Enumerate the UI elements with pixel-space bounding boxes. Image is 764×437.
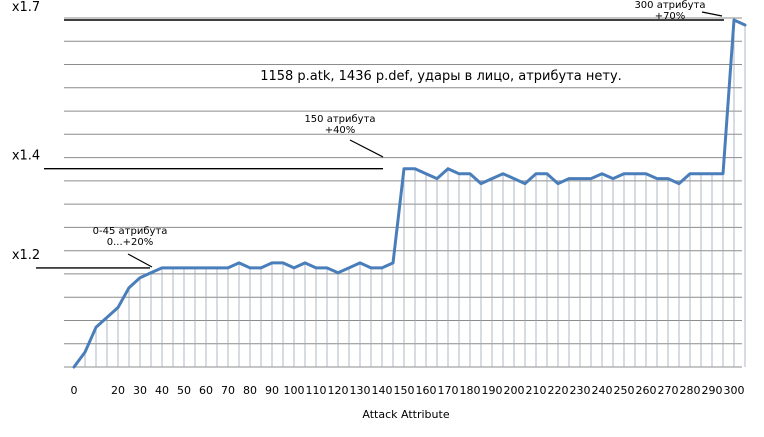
chart-grid bbox=[64, 17, 742, 368]
x-tick-label: 50 bbox=[177, 384, 191, 397]
x-tick-label: 70 bbox=[221, 384, 235, 397]
x-tick-label: 30 bbox=[133, 384, 147, 397]
series-line bbox=[72, 18, 747, 369]
x-tick-label: 100 bbox=[284, 384, 305, 397]
x-tick-label: 190 bbox=[482, 384, 503, 397]
x-tick-label: 0 bbox=[71, 384, 78, 397]
x-tick-label: 270 bbox=[658, 384, 679, 397]
x-tick-label: 200 bbox=[504, 384, 525, 397]
x-tick-label: 60 bbox=[199, 384, 213, 397]
x-tick-label: 140 bbox=[372, 384, 393, 397]
chart-title: 1158 p.atk, 1436 p.def, удары в лицо, ат… bbox=[260, 69, 622, 84]
x-tick-label: 160 bbox=[416, 384, 437, 397]
x-tick-label: 260 bbox=[636, 384, 657, 397]
annotation-text: +40% bbox=[325, 125, 356, 136]
annotation-text: +70% bbox=[655, 11, 686, 22]
x-tick-label: 150 bbox=[394, 384, 415, 397]
x-tick-label: 170 bbox=[438, 384, 459, 397]
annotation-text: 0-45 атрибута bbox=[93, 226, 168, 237]
annotation-leader bbox=[701, 11, 723, 17]
x-tick-label: 80 bbox=[243, 384, 257, 397]
annotation-leader bbox=[349, 139, 384, 158]
annotation-leader bbox=[127, 253, 153, 268]
marker-label: x1.4 bbox=[12, 149, 40, 164]
x-tick-label: 280 bbox=[680, 384, 701, 397]
annotation-text: 0...+20% bbox=[107, 237, 154, 248]
x-tick-label: 210 bbox=[526, 384, 547, 397]
x-tick-label: 300 bbox=[724, 384, 745, 397]
x-tick-label: 120 bbox=[328, 384, 349, 397]
annotation-text: 300 атрибута bbox=[634, 0, 705, 11]
annotation-text: 150 атрибута bbox=[304, 114, 375, 125]
x-tick-labels: 0 20 30 40 50 60 70 80 90 100 110 120 130 140 150 160 17… bbox=[71, 384, 745, 397]
marker-label: x1.2 bbox=[12, 248, 40, 263]
x-tick-label: 90 bbox=[265, 384, 279, 397]
x-tick-label: 40 bbox=[155, 384, 169, 397]
drop-lines bbox=[84, 20, 746, 367]
x-tick-label: 230 bbox=[570, 384, 591, 397]
x-tick-label: 130 bbox=[350, 384, 371, 397]
x-tick-label: 20 bbox=[111, 384, 125, 397]
x-tick-label: 240 bbox=[592, 384, 613, 397]
x-tick-label: 110 bbox=[306, 384, 327, 397]
x-tick-label: 220 bbox=[548, 384, 569, 397]
x-tick-label: 290 bbox=[702, 384, 723, 397]
x-axis-label: Attack Attribute bbox=[362, 408, 449, 421]
marker-label: x1.7 bbox=[12, 0, 40, 15]
multiplier-markers: x1.7 x1.4 x1.2 bbox=[12, 0, 724, 269]
x-tick-label: 180 bbox=[460, 384, 481, 397]
x-tick-label: 250 bbox=[614, 384, 635, 397]
